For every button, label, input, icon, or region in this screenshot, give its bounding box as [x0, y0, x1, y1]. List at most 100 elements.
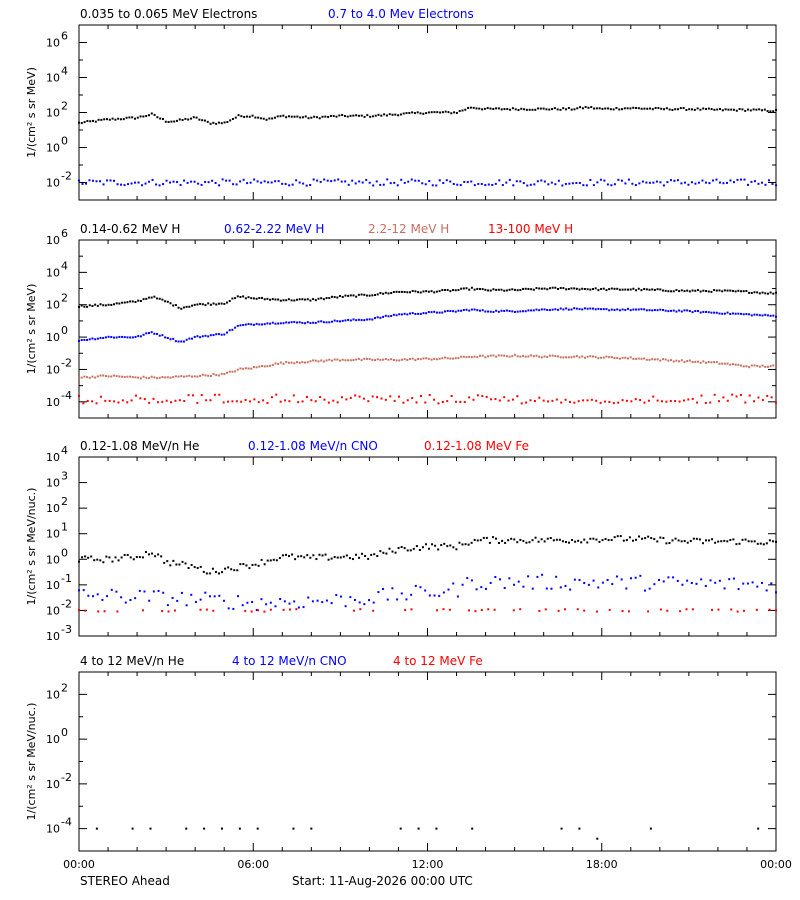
data-point-2-1: [683, 290, 686, 293]
data-point-3-2: [672, 576, 675, 579]
data-point-1-1: [133, 117, 136, 120]
data-point-3-1: [592, 537, 595, 540]
data-point-3-2: [92, 595, 95, 598]
data-point-2-3: [430, 358, 433, 361]
data-point-2-2: [376, 316, 379, 319]
data-point-3-3: [269, 608, 272, 611]
data-point-2-1: [500, 288, 503, 291]
data-point-2-4: [191, 394, 194, 397]
data-point-2-4: [292, 394, 295, 397]
data-point-2-2: [653, 309, 656, 312]
data-point-1-2: [316, 179, 319, 182]
data-point-2-1: [680, 289, 683, 292]
y-tick-label: 10: [46, 142, 60, 155]
data-point-3-2: [760, 581, 763, 584]
data-point-1-1: [721, 109, 724, 112]
data-point-1-2: [225, 179, 228, 182]
data-point-2-3: [433, 357, 436, 360]
data-point-2-2: [258, 323, 261, 326]
data-point-1-1: [486, 107, 489, 110]
data-point-2-3: [675, 359, 678, 362]
spacecraft-label: STEREO Ahead: [80, 874, 170, 888]
data-point-2-2: [422, 312, 425, 315]
data-point-2-4: [371, 395, 374, 398]
data-point-2-3: [83, 375, 86, 378]
data-point-3-2: [550, 587, 553, 590]
data-point-2-1: [83, 305, 86, 308]
data-point-3-2: [129, 598, 132, 601]
data-point-3-2: [466, 577, 469, 580]
data-point-1-1: [691, 108, 694, 111]
data-point-2-4: [748, 394, 751, 397]
data-point-3-2: [400, 592, 403, 595]
data-point-1-2: [659, 181, 662, 184]
data-point-3-2: [274, 605, 277, 608]
data-point-3-1: [723, 539, 726, 542]
data-point-1-1: [483, 107, 486, 110]
data-point-1-1: [539, 107, 542, 110]
data-point-2-3: [347, 359, 350, 362]
data-point-2-3: [648, 358, 651, 361]
data-point-2-4: [775, 401, 777, 404]
data-point-1-1: [240, 115, 243, 118]
data-point-2-2: [645, 309, 648, 312]
data-point-2-2: [495, 309, 498, 312]
data-point-3-2: [246, 601, 249, 604]
data-point-1-2: [624, 182, 627, 185]
data-point-1-2: [197, 182, 200, 185]
data-point-2-1: [635, 289, 638, 292]
data-point-2-2: [750, 314, 753, 317]
data-point-1-1: [377, 113, 380, 116]
data-point-2-1: [753, 291, 756, 294]
data-point-1-2: [701, 179, 704, 182]
data-point-1-1: [553, 107, 556, 110]
data-point-3-2: [396, 598, 399, 601]
data-point-3-1: [476, 539, 479, 542]
legend-4-1: 4 to 12 MeV/n He: [80, 654, 184, 668]
data-point-1-1: [744, 109, 747, 112]
data-point-3-1: [294, 558, 297, 561]
data-point-4-1: [560, 827, 563, 830]
data-point-2-3: [734, 363, 737, 366]
data-point-3-1: [428, 547, 431, 550]
data-point-2-2: [737, 312, 740, 315]
data-point-2-3: [605, 355, 608, 358]
data-point-2-4: [446, 400, 449, 403]
data-point-2-1: [478, 287, 481, 290]
data-point-2-3: [226, 371, 229, 374]
data-point-2-4: [380, 397, 383, 400]
data-point-2-1: [659, 288, 662, 291]
data-point-2-2: [360, 319, 363, 322]
y-tick-label-exponent: 3: [61, 470, 68, 483]
data-point-2-2: [339, 320, 342, 323]
data-point-3-1: [440, 544, 443, 547]
data-point-2-2: [484, 310, 487, 313]
data-point-3-1: [333, 556, 336, 559]
data-point-2-2: [104, 336, 107, 339]
data-point-1-2: [326, 179, 329, 182]
data-point-3-1: [129, 556, 132, 559]
data-point-2-1: [643, 287, 646, 290]
data-point-1-1: [212, 121, 215, 124]
data-point-1-1: [136, 116, 139, 119]
data-point-2-2: [314, 321, 317, 324]
data-point-1-2: [365, 178, 368, 181]
y-tick-label-exponent: -4: [61, 816, 72, 829]
data-point-2-1: [91, 304, 94, 307]
data-point-3-1: [135, 556, 138, 559]
data-point-2-1: [169, 302, 172, 305]
data-point-3-1: [184, 562, 187, 565]
data-point-2-2: [489, 310, 492, 313]
data-point-1-1: [604, 107, 607, 110]
data-point-3-3: [263, 610, 266, 613]
data-point-1-2: [333, 179, 336, 182]
data-point-1-1: [573, 108, 576, 111]
data-point-1-2: [760, 181, 763, 184]
data-point-3-1: [418, 548, 421, 551]
data-point-3-2: [559, 586, 562, 589]
data-point-1-2: [120, 183, 123, 186]
data-point-3-1: [747, 540, 750, 543]
data-point-2-3: [613, 357, 616, 360]
data-point-2-3: [99, 374, 102, 377]
data-point-1-2: [757, 182, 760, 185]
